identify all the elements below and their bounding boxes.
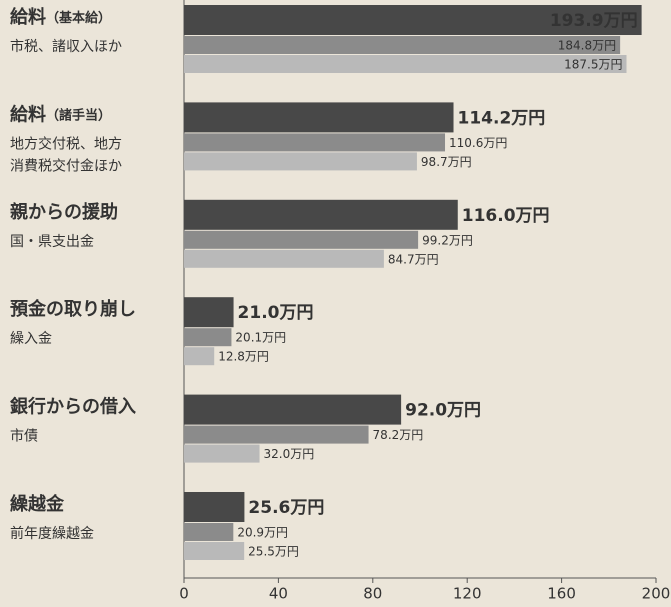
category-name: 給料 xyxy=(10,6,46,28)
value-label: 32.0万円 xyxy=(264,447,315,461)
category-name: 銀行からの借入 xyxy=(10,396,136,418)
x-tick-label: 160 xyxy=(547,585,576,603)
value-label: 184.8万円 xyxy=(558,39,616,53)
category-label: 預金の取り崩し xyxy=(10,298,136,320)
category-label: 給料（基本給） xyxy=(10,6,111,28)
category-name: 給料 xyxy=(10,103,46,125)
value-label: 92.0万円 xyxy=(405,401,481,421)
value-label: 25.5万円 xyxy=(248,545,299,559)
value-label: 21.0万円 xyxy=(238,303,314,323)
value-label: 25.6万円 xyxy=(248,498,324,518)
bar xyxy=(184,523,234,541)
category-label: 銀行からの借入 xyxy=(10,396,136,418)
bar xyxy=(184,394,402,425)
bar xyxy=(184,199,458,230)
category-name: 親からの援助 xyxy=(10,201,118,223)
category-name: 預金の取り崩し xyxy=(10,298,136,320)
category-sublabel: 繰入金 xyxy=(10,331,52,347)
value-label: 20.1万円 xyxy=(235,331,286,345)
x-tick-label: 200 xyxy=(642,585,671,603)
value-label: 110.6万円 xyxy=(449,136,507,150)
bar xyxy=(184,152,417,171)
bar xyxy=(184,55,627,73)
category-sublabel: 市税、諸収入ほか xyxy=(10,38,122,55)
bar xyxy=(184,347,215,366)
value-label: 99.2万円 xyxy=(422,233,473,247)
value-label: 98.7万円 xyxy=(421,155,472,169)
category-sublabel: 消費税交付金ほか xyxy=(10,157,122,174)
category-sublabel: 地方交付税、地方 xyxy=(10,135,122,152)
category-sublabel: 前年度繰越金 xyxy=(10,525,94,542)
value-label: 116.0万円 xyxy=(462,206,550,226)
value-label: 20.9万円 xyxy=(237,526,288,540)
value-label: 12.8万円 xyxy=(218,350,269,364)
bar xyxy=(184,444,260,463)
value-label: 193.9万円 xyxy=(550,11,638,31)
bar xyxy=(184,542,245,560)
category-label: 給料（諸手当） xyxy=(10,103,111,125)
value-label: 78.2万円 xyxy=(373,428,424,442)
value-label: 84.7万円 xyxy=(388,252,439,266)
category-label: 親からの援助 xyxy=(10,201,118,223)
x-tick-label: 120 xyxy=(453,585,482,603)
category-sublabel: 市債 xyxy=(10,428,38,445)
bar xyxy=(184,249,384,268)
x-tick-label: 0 xyxy=(179,585,189,603)
bar xyxy=(184,328,232,347)
category-note: （基本給） xyxy=(46,10,111,26)
value-label: 187.5万円 xyxy=(564,58,622,72)
bar xyxy=(184,492,245,522)
category-name: 繰越金 xyxy=(10,493,65,515)
category-sublabel: 国・県支出金 xyxy=(10,234,94,250)
category-label: 繰越金 xyxy=(10,493,65,515)
bar xyxy=(184,133,446,152)
bar xyxy=(184,425,369,444)
bar xyxy=(184,230,419,249)
value-label: 114.2万円 xyxy=(458,108,546,128)
category-note: （諸手当） xyxy=(46,107,111,123)
x-tick-label: 80 xyxy=(363,585,382,603)
bar xyxy=(184,5,642,35)
bar xyxy=(184,297,234,328)
x-tick-label: 40 xyxy=(269,585,288,603)
bar xyxy=(184,36,621,54)
bar xyxy=(184,102,454,133)
